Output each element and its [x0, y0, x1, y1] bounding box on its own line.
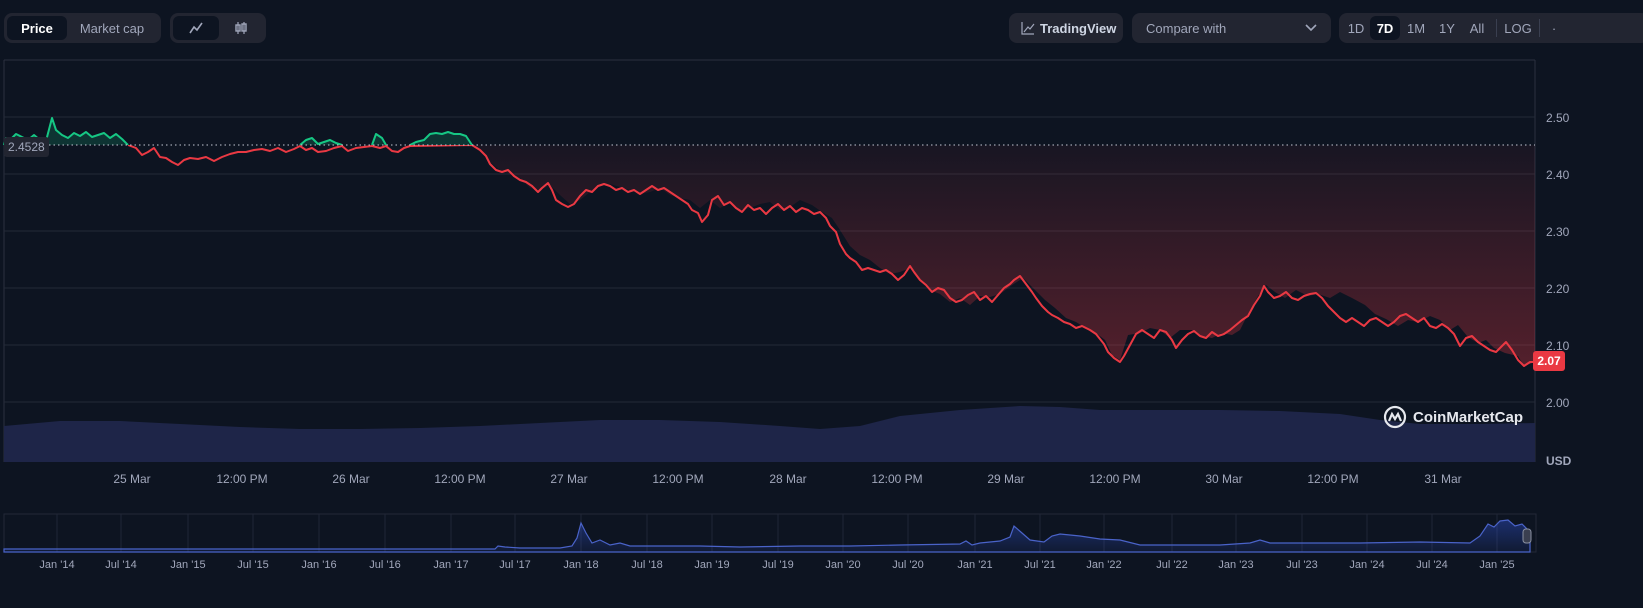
volume-band — [4, 406, 1535, 462]
chart-type-toggle — [170, 13, 266, 43]
nav-tick: Jul '15 — [237, 559, 269, 571]
nav-tick: Jul '19 — [762, 559, 794, 571]
x-tick: 29 Mar — [987, 472, 1025, 486]
tradingview-button[interactable]: TradingView — [1009, 13, 1123, 43]
last-price-tag: 2.07 — [1533, 351, 1565, 371]
x-tick: 12:00 PM — [652, 472, 704, 486]
line-chart-icon — [189, 22, 203, 34]
y-tick: 2.30 — [1546, 225, 1570, 239]
nav-tick: Jan '14 — [39, 559, 75, 571]
chevron-down-icon — [1305, 24, 1317, 32]
compare-placeholder: Compare with — [1146, 20, 1227, 36]
nav-tick: Jan '15 — [170, 559, 206, 571]
x-tick: 27 Mar — [550, 472, 588, 486]
nav-tick: Jan '17 — [433, 559, 469, 571]
nav-tick: Jan '16 — [301, 559, 337, 571]
x-tick: 28 Mar — [769, 472, 807, 486]
candlestick-icon — [235, 22, 247, 34]
candlestick-button[interactable] — [219, 16, 263, 40]
nav-tick: Jul '24 — [1416, 559, 1448, 571]
compare-with-select[interactable]: Compare with — [1132, 13, 1331, 43]
range-toggle: 1D 7D 1M 1Y All LOG · — [1339, 13, 1643, 43]
nav-tick: Jul '22 — [1156, 559, 1188, 571]
range-1m[interactable]: 1M — [1406, 20, 1426, 36]
y-tick: 2.40 — [1546, 168, 1570, 182]
x-tick: 12:00 PM — [434, 472, 486, 486]
nav-tick: Jul '21 — [1024, 559, 1056, 571]
nav-tick: Jul '16 — [369, 559, 401, 571]
currency-label: USD — [1546, 454, 1572, 468]
nav-tick: Jan '24 — [1349, 559, 1385, 571]
x-tick: 25 Mar — [113, 472, 151, 486]
nav-tick: Jan '21 — [957, 559, 993, 571]
nav-tick: Jul '18 — [631, 559, 663, 571]
divider — [1496, 19, 1497, 37]
divider — [1539, 19, 1540, 37]
nav-tick: Jan '19 — [694, 559, 730, 571]
tradingview-icon — [1021, 21, 1035, 35]
nav-tick: Jan '18 — [563, 559, 599, 571]
nav-tick: Jan '23 — [1218, 559, 1254, 571]
nav-tick: Jan '20 — [825, 559, 861, 571]
x-tick: 26 Mar — [332, 472, 370, 486]
more-button[interactable]: · — [1551, 20, 1557, 36]
watermark-text: CoinMarketCap — [1413, 408, 1524, 426]
x-tick: 12:00 PM — [871, 472, 923, 486]
nav-tick: Jul '20 — [892, 559, 924, 571]
x-tick: 30 Mar — [1205, 472, 1243, 486]
y-tick: 2.20 — [1546, 282, 1570, 296]
navigator-handle[interactable] — [1522, 528, 1532, 544]
nav-tick: Jul '14 — [105, 559, 137, 571]
coinmarketcap-logo-icon — [1383, 405, 1407, 429]
tab-market-cap[interactable]: Market cap — [79, 20, 145, 36]
y-tick: 2.00 — [1546, 396, 1570, 410]
range-1d[interactable]: 1D — [1347, 20, 1365, 36]
range-7d[interactable]: 7D — [1370, 16, 1400, 40]
x-tick: 31 Mar — [1424, 472, 1462, 486]
metric-toggle: Price Market cap — [4, 13, 161, 43]
log-scale-button[interactable]: LOG — [1504, 20, 1532, 36]
range-1y[interactable]: 1Y — [1439, 20, 1455, 36]
x-tick: 12:00 PM — [1307, 472, 1359, 486]
x-tick: 12:00 PM — [216, 472, 268, 486]
tab-price[interactable]: Price — [7, 16, 67, 40]
reference-price-tag: 2.4528 — [4, 137, 49, 157]
nav-tick: Jan '22 — [1086, 559, 1122, 571]
line-chart-button[interactable] — [173, 16, 219, 40]
y-tick: 2.10 — [1546, 339, 1570, 353]
tradingview-label: TradingView — [1040, 20, 1117, 36]
nav-tick: Jan '25 — [1479, 559, 1515, 571]
x-tick: 12:00 PM — [1089, 472, 1141, 486]
y-tick: 2.50 — [1546, 111, 1570, 125]
navigator[interactable] — [3, 513, 1537, 553]
coinmarketcap-watermark: CoinMarketCap — [1383, 405, 1523, 429]
range-all[interactable]: All — [1469, 20, 1485, 36]
nav-tick: Jul '17 — [499, 559, 531, 571]
nav-tick: Jul '23 — [1286, 559, 1318, 571]
